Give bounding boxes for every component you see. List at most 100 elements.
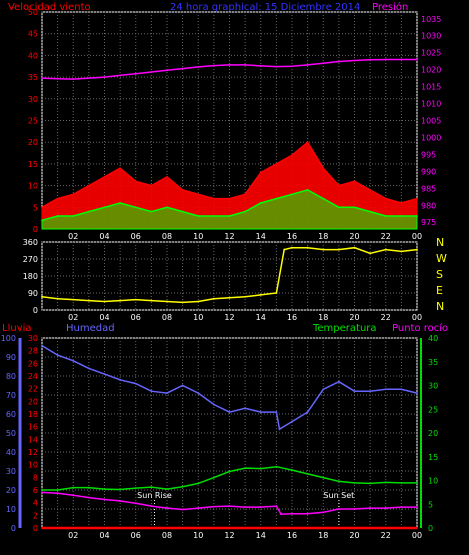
wind-speed-tick-label: 40 (28, 51, 38, 60)
data-point (181, 189, 184, 191)
data-point (259, 411, 262, 413)
data-point (244, 193, 247, 196)
data-point (228, 63, 231, 66)
rain-tick-label: 4 (33, 499, 38, 508)
data-point (56, 492, 59, 495)
data-point (166, 176, 168, 178)
rain-tick-label: 26 (28, 359, 38, 368)
data-point (306, 472, 309, 475)
data-point (119, 299, 122, 302)
data-point (306, 63, 309, 66)
temperature-axis-title: Temperatura (312, 323, 377, 334)
rain-tick-label: 10 (28, 461, 38, 470)
data-point (400, 388, 403, 391)
data-point (150, 210, 153, 213)
rain-tick-label: 20 (28, 397, 38, 406)
humidity-tick-label: 100 (1, 334, 16, 343)
pressure-tick-label: 1025 (421, 49, 441, 58)
data-point (87, 486, 90, 489)
data-point (291, 420, 293, 423)
pressure-tick-label: 1020 (421, 66, 441, 75)
data-point (166, 392, 168, 394)
x-tick-label: 18 (318, 232, 328, 241)
data-point (56, 197, 59, 200)
x-tick-label: 20 (349, 313, 359, 322)
data-point (384, 215, 387, 217)
data-point (400, 506, 403, 508)
data-point (134, 502, 137, 505)
wind-speed-tick-label: 5 (33, 203, 38, 212)
data-point (56, 354, 59, 356)
data-point (212, 403, 215, 406)
rain-axis-title: Lluvia (2, 323, 32, 334)
data-point (228, 470, 231, 473)
data-point (41, 219, 43, 222)
data-point (337, 248, 340, 251)
data-point (212, 215, 215, 217)
x-tick-label: 12 (224, 313, 234, 322)
data-point (181, 508, 184, 511)
data-point (150, 184, 153, 187)
temperature-tick-label: 25 (428, 405, 438, 414)
data-point (41, 77, 43, 80)
data-point (72, 215, 75, 217)
data-point (369, 189, 372, 191)
pressure-tick-label: 1005 (421, 117, 441, 126)
data-point (197, 392, 200, 394)
dew-point-axis-title: Punto rocío (392, 322, 448, 334)
data-point (291, 154, 293, 157)
data-point (337, 508, 340, 510)
x-tick-label: 00 (412, 313, 422, 322)
data-point (416, 527, 418, 529)
data-point (87, 299, 90, 302)
data-point (119, 167, 122, 170)
data-point (134, 382, 137, 385)
data-point (56, 215, 59, 217)
data-point (306, 246, 309, 249)
x-tick-label: 16 (287, 313, 297, 322)
data-point (369, 252, 372, 255)
x-tick-label: 12 (224, 531, 234, 540)
data-point (87, 496, 90, 499)
humidity-tick-label: 10 (6, 505, 16, 514)
temperature-tick-label: 5 (428, 500, 433, 509)
data-point (400, 58, 403, 61)
compass-label: E (436, 284, 443, 297)
x-tick-label: 08 (162, 531, 172, 540)
rain-tick-label: 16 (28, 423, 38, 432)
humidity-tick-label: 20 (6, 486, 16, 495)
data-point (369, 390, 372, 393)
series-line-2-2 (41, 491, 417, 515)
rain-tick-label: 14 (28, 435, 38, 444)
x-tick-label: 22 (381, 531, 391, 540)
temperature-tick-label: 0 (428, 524, 433, 533)
data-point (353, 481, 356, 484)
series-line-1-0 (41, 246, 418, 304)
data-point (291, 193, 293, 196)
data-point (353, 508, 356, 510)
x-tick-label: 04 (99, 313, 109, 322)
data-point (353, 180, 356, 183)
data-point (103, 488, 106, 490)
data-point (400, 481, 403, 484)
data-point (416, 248, 418, 251)
data-point (228, 296, 231, 299)
data-point (322, 62, 325, 65)
data-point (416, 58, 418, 61)
data-point (337, 380, 340, 383)
x-tick-label: 16 (287, 531, 297, 540)
data-point (337, 206, 340, 209)
x-tick-label: 02 (68, 313, 78, 322)
x-tick-label: 22 (381, 313, 391, 322)
x-tick-label: 00 (412, 232, 422, 241)
x-tick-label: 10 (193, 232, 203, 241)
data-point (228, 505, 231, 508)
pressure-tick-label: 990 (421, 167, 436, 176)
data-point (291, 65, 293, 68)
data-point (259, 202, 262, 204)
data-point (384, 388, 387, 391)
data-point (306, 141, 309, 144)
temperature-tick-label: 30 (428, 382, 438, 391)
data-point (400, 202, 403, 204)
x-tick-label: 18 (318, 313, 328, 322)
